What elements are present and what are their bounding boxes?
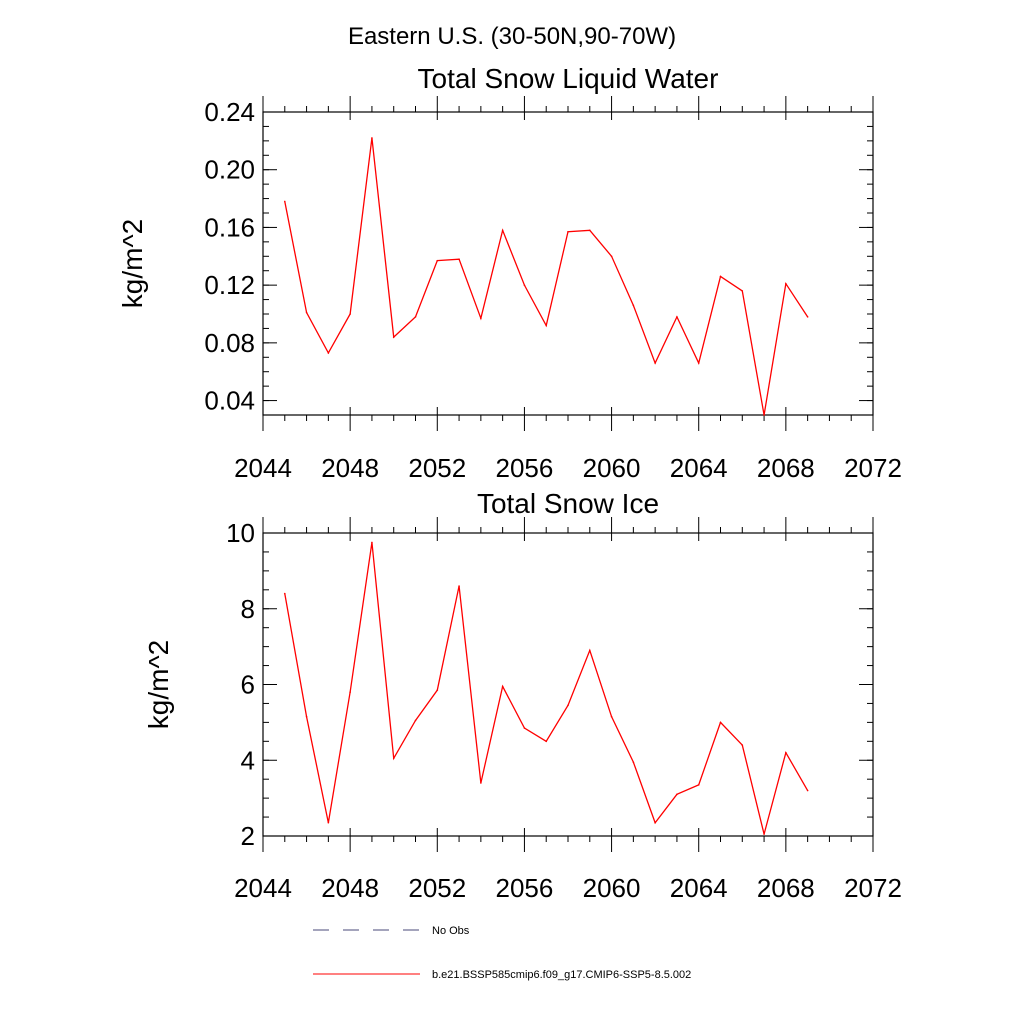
y-tick-label: 4 [241, 745, 255, 775]
x-tick-label: 2072 [844, 453, 902, 483]
data-point [305, 715, 308, 718]
data-point [327, 821, 330, 824]
data-point [501, 229, 504, 232]
x-tick-label: 2060 [583, 873, 641, 903]
x-tick-label: 2048 [321, 453, 379, 483]
y-tick-label: 0.16 [204, 212, 255, 242]
data-point [392, 757, 395, 760]
data-point [458, 258, 460, 260]
data-point [436, 259, 439, 262]
data-point [785, 282, 787, 285]
data-point [283, 592, 286, 595]
data-point [392, 336, 395, 338]
y-tick-label: 0.20 [204, 155, 255, 185]
data-point [567, 704, 569, 707]
chart-title: Total Snow Liquid Water [418, 63, 719, 94]
data-point [806, 789, 809, 792]
x-tick-label: 2048 [321, 873, 379, 903]
y-axis-label: kg/m^2 [117, 219, 148, 308]
plot-frame [262, 532, 874, 837]
x-tick-label: 2044 [234, 453, 292, 483]
data-point [719, 721, 722, 724]
data-point [610, 255, 613, 258]
legend-label: b.e21.BSSP585cmip6.f09_g17.CMIP6-SSP5-8.… [432, 969, 691, 981]
data-point [763, 414, 765, 416]
x-tick-label: 2068 [757, 453, 815, 483]
y-tick-label: 2 [241, 821, 255, 851]
plot-frame [262, 111, 874, 416]
y-tick-label: 0.04 [204, 386, 255, 416]
x-tick-label: 2072 [844, 873, 902, 903]
data-point [632, 304, 635, 307]
data-point [523, 727, 526, 729]
chart-snow-ice: Total Snow Ice 2044 2048 2052 2056 2060 2064 20… [143, 488, 902, 903]
y-tick-label: 0.12 [204, 270, 255, 300]
data-point [654, 821, 656, 824]
data-point [283, 200, 286, 203]
data-point [676, 316, 678, 318]
data-point [436, 689, 439, 691]
data-point [588, 649, 591, 652]
y-tick-label: 6 [241, 670, 255, 700]
data-point [545, 740, 548, 743]
y-tick-label: 8 [241, 594, 255, 624]
x-tick-label: 2056 [496, 453, 554, 483]
data-point [523, 284, 526, 286]
data-point [371, 541, 373, 544]
data-point [719, 275, 722, 278]
data-point [654, 362, 656, 364]
x-tick-label: 2064 [670, 873, 728, 903]
legend: No Obs b.e21.BSSP585cmip6.f09_g17.CMIP6-S… [313, 925, 691, 981]
series-line [284, 137, 809, 416]
x-tick-label: 2064 [670, 453, 728, 483]
data-point [414, 316, 417, 318]
data-point [785, 751, 787, 754]
x-tick-label: 2068 [757, 873, 815, 903]
data-point [567, 230, 569, 233]
figure-title: Eastern U.S. (30-50N,90-70W) [348, 23, 676, 50]
series-line [284, 542, 809, 835]
data-point [632, 761, 635, 763]
data-point [414, 719, 417, 722]
data-point [545, 324, 548, 327]
data-point [480, 782, 482, 784]
legend-label: No Obs [432, 925, 470, 937]
y-tick-label: 0.24 [204, 97, 255, 127]
data-point [741, 290, 744, 292]
chart-snow-liquid-water: Total Snow Liquid Water 2044 2048 2052 2056 2… [117, 63, 902, 483]
data-point [501, 685, 504, 688]
y-tick-label: 10 [226, 518, 255, 548]
data-point [610, 715, 613, 718]
data-point [697, 784, 700, 786]
data-point [480, 317, 482, 320]
data-point [371, 137, 373, 139]
data-point [741, 744, 744, 746]
data-point [806, 316, 809, 318]
y-axis-label: kg/m^2 [143, 640, 174, 729]
data-point [697, 362, 700, 364]
data-point [588, 229, 591, 232]
x-tick-label: 2052 [408, 453, 466, 483]
x-tick-label: 2044 [234, 873, 292, 903]
y-tick-label: 0.08 [204, 328, 255, 358]
data-point [349, 313, 351, 315]
data-point [305, 311, 308, 314]
data-point [763, 833, 765, 835]
data-point [676, 793, 678, 796]
x-tick-label: 2060 [583, 453, 641, 483]
x-tick-label: 2056 [496, 873, 554, 903]
x-tick-label: 2052 [408, 873, 466, 903]
data-point [458, 585, 460, 587]
data-point [349, 691, 351, 693]
chart-title: Total Snow Ice [477, 488, 659, 519]
data-point [327, 352, 330, 354]
